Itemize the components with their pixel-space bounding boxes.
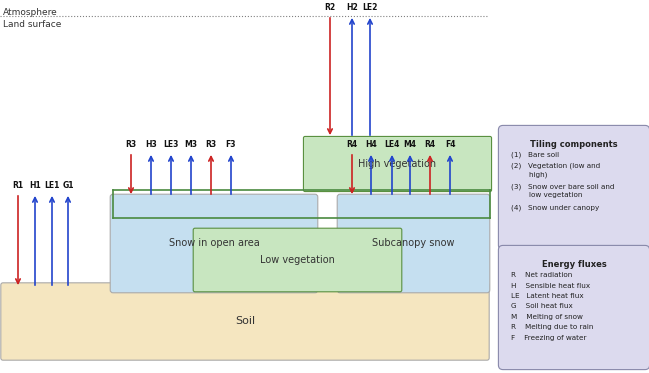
Text: R3: R3 (125, 140, 136, 149)
Text: F    Freezing of water: F Freezing of water (511, 335, 587, 341)
Text: (2)   Vegetation (low and
        high): (2) Vegetation (low and high) (511, 163, 600, 178)
Text: Soil: Soil (235, 317, 255, 326)
FancyBboxPatch shape (110, 194, 318, 293)
Text: LE4: LE4 (384, 140, 400, 149)
Text: G    Soil heat flux: G Soil heat flux (511, 304, 573, 310)
Text: M4: M4 (404, 140, 417, 149)
Text: LE3: LE3 (164, 140, 178, 149)
Text: R4: R4 (424, 140, 435, 149)
Text: Tiling components: Tiling components (530, 140, 618, 149)
Text: M3: M3 (184, 140, 197, 149)
FancyBboxPatch shape (193, 228, 402, 292)
Text: H4: H4 (365, 140, 377, 149)
Text: (4)   Snow under canopy: (4) Snow under canopy (511, 204, 599, 211)
Text: R    Melting due to rain: R Melting due to rain (511, 325, 593, 330)
FancyBboxPatch shape (337, 194, 490, 293)
Text: R2: R2 (324, 3, 336, 12)
Text: (3)   Snow over bare soil and
        low vegetation: (3) Snow over bare soil and low vegetati… (511, 184, 615, 198)
Text: Energy fluxes: Energy fluxes (542, 260, 606, 269)
Text: (1)   Bare soil: (1) Bare soil (511, 152, 559, 159)
Text: High vegetation: High vegetation (358, 159, 437, 169)
Text: H1: H1 (29, 181, 41, 190)
Text: F4: F4 (445, 140, 455, 149)
Text: Land surface: Land surface (3, 20, 62, 29)
Text: R1: R1 (12, 181, 23, 190)
Text: LE   Latent heat flux: LE Latent heat flux (511, 293, 583, 299)
FancyBboxPatch shape (1, 283, 489, 360)
Text: Atmosphere: Atmosphere (3, 8, 58, 17)
Text: H    Sensible heat flux: H Sensible heat flux (511, 282, 590, 288)
Text: H2: H2 (346, 3, 358, 12)
Text: F3: F3 (226, 140, 236, 149)
FancyBboxPatch shape (498, 125, 649, 250)
Text: R    Net radiation: R Net radiation (511, 272, 572, 278)
Text: R4: R4 (347, 140, 358, 149)
FancyBboxPatch shape (304, 137, 491, 192)
Text: H3: H3 (145, 140, 157, 149)
Text: R3: R3 (206, 140, 217, 149)
Text: LE1: LE1 (44, 181, 60, 190)
Text: Snow in open area: Snow in open area (169, 238, 260, 248)
Text: LE2: LE2 (362, 3, 378, 12)
Text: Low vegetation: Low vegetation (260, 255, 335, 265)
FancyBboxPatch shape (498, 245, 649, 370)
Text: G1: G1 (62, 181, 74, 190)
Text: Subcanopy snow: Subcanopy snow (373, 238, 455, 248)
Text: M    Melting of snow: M Melting of snow (511, 314, 583, 320)
